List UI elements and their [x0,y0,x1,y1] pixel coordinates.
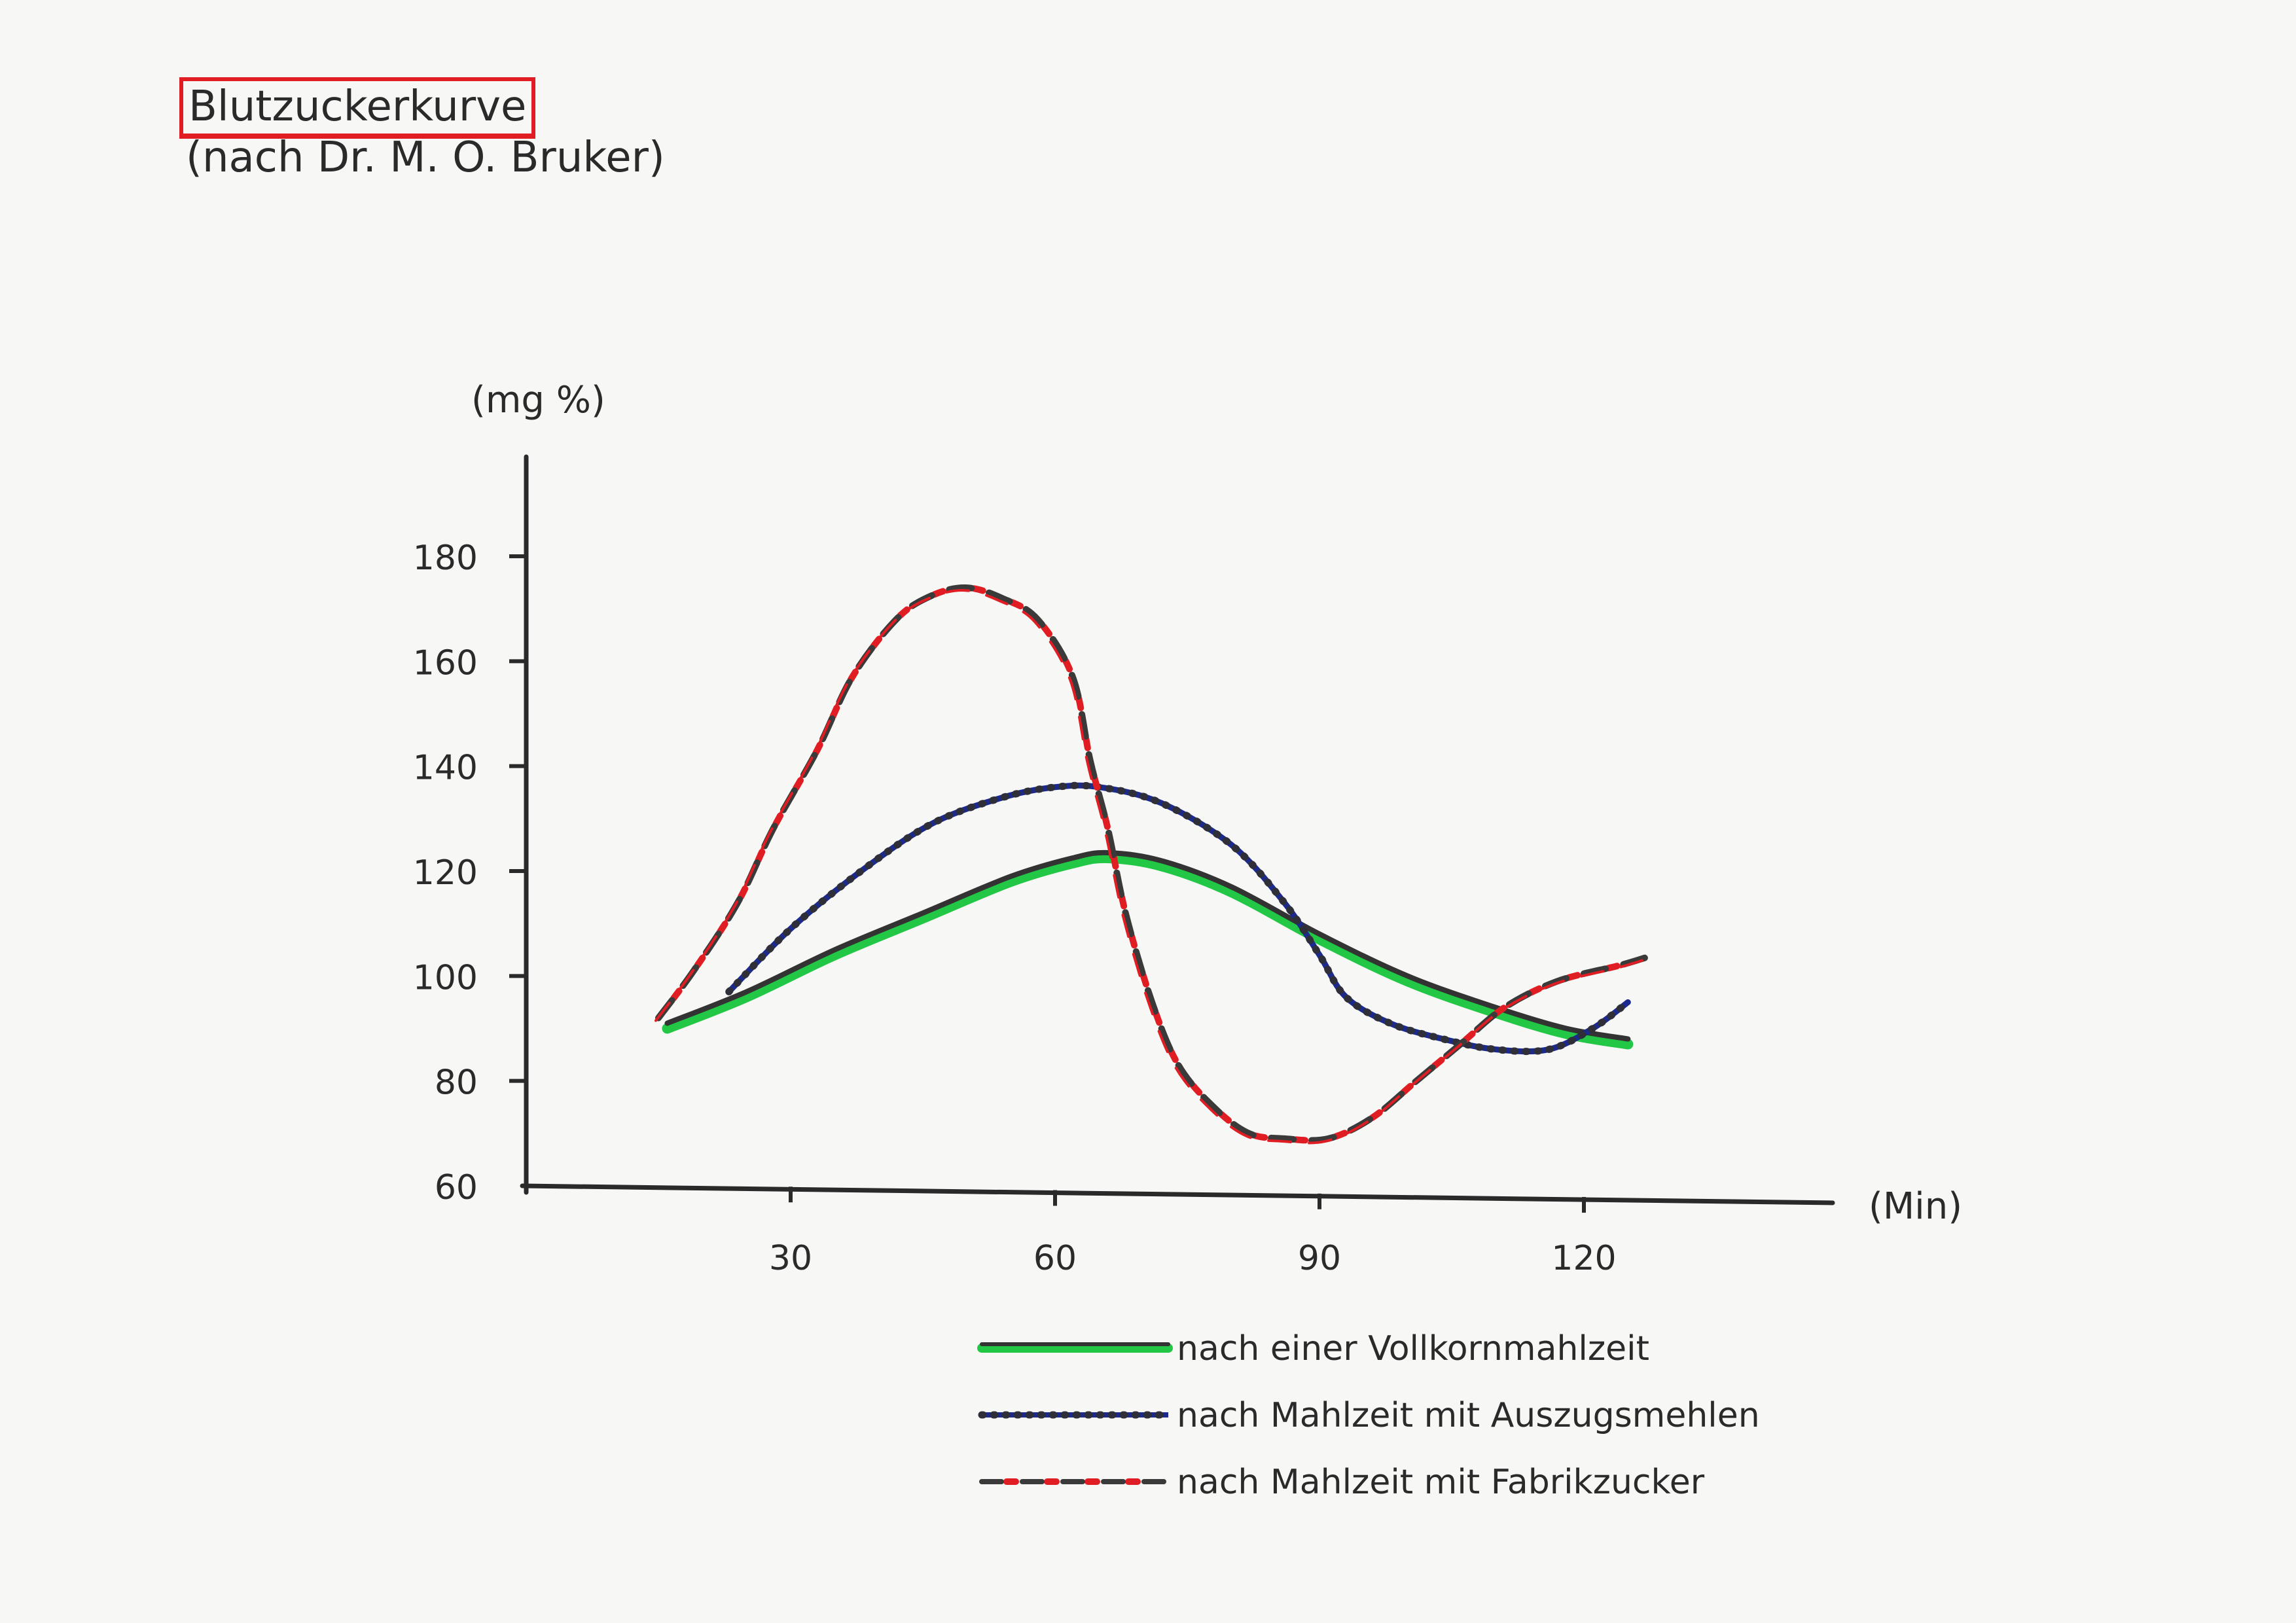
series-line-pencil [664,849,1631,1042]
x-tick-label: 90 [1298,1239,1341,1278]
y-tick-label: 100 [413,958,478,997]
chart-title: Blutzuckerkurve [179,77,536,139]
y-axis-label: (mg %) [471,379,605,421]
x-tick-label: 120 [1551,1239,1616,1278]
chart-subtitle: (nach Dr. M. O. Bruker) [186,134,665,182]
series-line-red-outline [655,589,1645,1145]
chart-ticks: 60 80 100 120 140 160 180 30 60 90 120 [413,539,1617,1278]
x-tick-label: 60 [1033,1239,1077,1278]
series-line-color [662,852,1634,1050]
legend-item: nach Mahlzeit mit Fabrikzucker [978,1463,1705,1502]
x-axis-line [520,1183,1835,1205]
legend-label: nach Mahlzeit mit Auszugsmehlen [1177,1396,1760,1435]
chart-axes: (mg %) (Min) [471,379,1962,1228]
series-nach-mahlzeit-mit-auszugsmehlen [725,781,1632,1056]
y-tick-label: 80 [435,1063,478,1103]
legend-label: nach einer Vollkornmahlzeit [1177,1329,1649,1368]
chart-series [655,584,1649,1145]
y-tick-label: 180 [413,539,478,578]
legend-label: nach Mahlzeit mit Fabrikzucker [1177,1463,1705,1502]
y-tick-label: 140 [413,749,478,788]
chart-legend: nach einer Vollkornmahlzeit nach Mahlzeit… [977,1329,1760,1502]
series-nach-einer-vollkornmahlzeit [662,849,1634,1050]
x-tick-label: 30 [769,1239,812,1278]
legend-item: nach einer Vollkornmahlzeit [977,1329,1649,1368]
series-line-red-dots [655,584,1649,1144]
legend-item: nach Mahlzeit mit Auszugsmehlen [978,1396,1760,1435]
y-tick-label: 60 [435,1168,478,1207]
y-tick-label: 160 [413,643,478,683]
series-line-dots [725,781,1632,1056]
y-tick-label: 120 [413,853,478,893]
x-axis-label: (Min) [1869,1185,1962,1228]
series-nach-mahlzeit-mit-fabrikzucker [655,584,1649,1145]
